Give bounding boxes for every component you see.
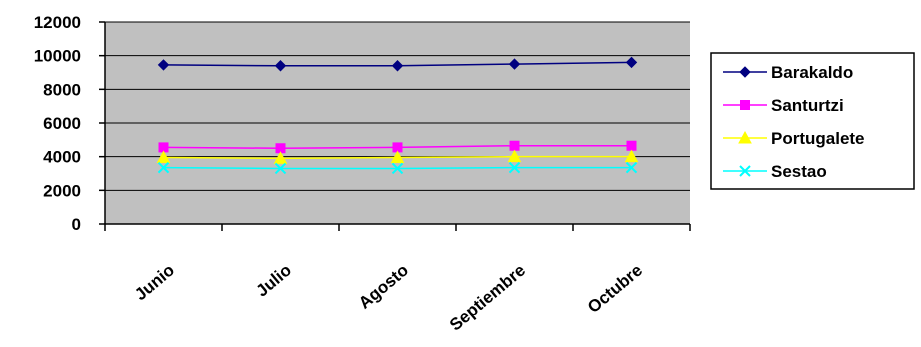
series-barakaldo <box>157 56 638 72</box>
data-point <box>157 161 170 174</box>
legend-marker <box>739 165 751 177</box>
series-layer <box>156 56 639 175</box>
y-tick-label: 6000 <box>43 114 81 133</box>
data-point <box>626 140 637 151</box>
y-tick-label: 8000 <box>43 80 81 99</box>
y-tick-label: 0 <box>72 215 81 234</box>
data-point <box>508 58 521 70</box>
y-tick-label: 10000 <box>34 47 81 66</box>
data-point <box>625 56 638 69</box>
legend-item-sestao: Sestao <box>723 162 827 181</box>
legend-label: Sestao <box>771 162 827 181</box>
y-tick-label: 12000 <box>34 13 81 32</box>
plot-area <box>105 21 690 224</box>
data-point <box>508 161 521 174</box>
data-point <box>273 151 288 164</box>
x-axis: Junio Julio Agosto Septiembre Octubre <box>104 223 691 335</box>
legend-marker <box>739 66 751 78</box>
legend-label: Santurtzi <box>771 96 844 115</box>
y-tick-label: 4000 <box>43 148 81 167</box>
legend-label: Portugalete <box>771 129 865 148</box>
x-tick-label: Septiembre <box>446 261 529 335</box>
data-point <box>391 60 404 72</box>
legend: Barakaldo Santurtzi Portugalete Sestao <box>710 52 915 190</box>
x-tick-label: Julio <box>252 261 295 301</box>
data-point <box>274 162 287 175</box>
data-point <box>509 140 520 151</box>
data-point <box>507 149 522 163</box>
legend-marker <box>738 130 752 144</box>
data-point <box>274 60 287 72</box>
legend-item-santurtzi: Santurtzi <box>723 96 844 115</box>
legend-label: Barakaldo <box>771 63 853 82</box>
data-point <box>391 162 404 175</box>
x-tick-label: Octubre <box>584 261 646 317</box>
data-point <box>157 59 170 71</box>
legend-item-barakaldo: Barakaldo <box>723 63 853 82</box>
data-point <box>625 161 638 174</box>
series-portugalete <box>156 149 639 164</box>
y-axis: 0 2000 4000 6000 8000 10000 12000 <box>34 13 106 234</box>
series-sestao <box>157 161 638 175</box>
x-tick-label: Junio <box>131 261 178 305</box>
data-point <box>390 150 405 164</box>
data-point <box>624 149 639 163</box>
legend-marker <box>740 100 750 110</box>
legend-item-portugalete: Portugalete <box>723 129 865 148</box>
y-tick-label: 2000 <box>43 181 81 200</box>
x-tick-label: Agosto <box>355 261 412 313</box>
data-point <box>156 150 171 164</box>
